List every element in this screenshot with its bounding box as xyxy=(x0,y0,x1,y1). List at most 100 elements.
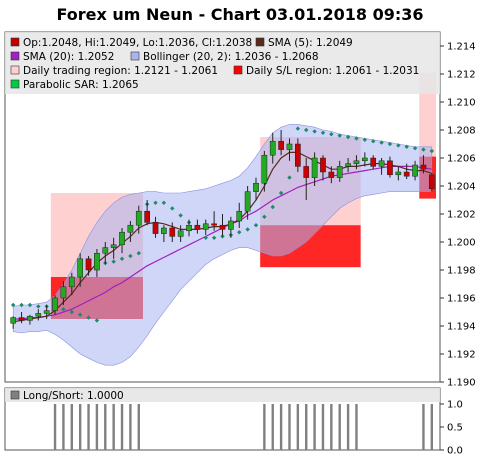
sar-dot xyxy=(245,227,250,232)
sar-dot xyxy=(371,139,376,144)
candle-body xyxy=(345,163,351,167)
candle-body xyxy=(303,166,310,178)
sar-dot xyxy=(153,200,158,205)
candle-body xyxy=(428,174,435,190)
lower-y-axis: 0.0 0.5 1.0 xyxy=(440,400,463,457)
sar-dot xyxy=(404,144,409,149)
y-tick-label: 1.202 xyxy=(447,210,476,221)
sar-dot xyxy=(94,318,100,323)
legend: Op:1.2048, Hi:1.2049, Lo:1.2036, Cl:1.20… xyxy=(10,37,419,91)
long-short-bar xyxy=(70,404,73,450)
sar-dot xyxy=(86,315,91,320)
candle-body xyxy=(43,310,50,314)
sar-dot xyxy=(337,133,342,138)
sar-dot xyxy=(19,302,24,308)
candle-body xyxy=(278,140,284,150)
chart-title: Forex um Neun - Chart 03.01.2018 09:36 xyxy=(56,5,423,24)
candle-body xyxy=(177,230,184,237)
sar-dot xyxy=(136,251,141,256)
y-tick-label: 1.208 xyxy=(447,126,476,137)
y-tick-label: 1.200 xyxy=(447,238,476,249)
long-short-bar xyxy=(112,404,115,450)
sar-dot xyxy=(61,307,66,312)
lower-legend-background xyxy=(5,388,440,402)
sar-dot xyxy=(77,312,83,317)
sar-dot xyxy=(287,175,292,180)
y-tick-label: 1.212 xyxy=(447,70,476,81)
candle-body xyxy=(144,210,150,223)
long-short-bar xyxy=(355,404,358,450)
sar-dot xyxy=(253,223,259,228)
long-short-bar xyxy=(288,404,291,450)
candle-body xyxy=(77,258,84,278)
long-short-bar xyxy=(330,404,333,450)
long-short-bar xyxy=(104,404,107,450)
candle-body xyxy=(219,224,226,230)
long-short-bars xyxy=(53,404,434,450)
candle-body xyxy=(387,160,393,176)
sar-dot xyxy=(128,253,133,259)
sar-dot xyxy=(329,132,334,137)
sar-dot xyxy=(379,140,384,145)
candle-body xyxy=(110,244,117,248)
candle-body xyxy=(336,166,343,178)
sar-dot xyxy=(27,302,33,308)
y-tick-label: 1.210 xyxy=(447,98,476,109)
y-tick-label: 1.206 xyxy=(447,154,476,165)
candle-body xyxy=(194,224,201,230)
sar-dot xyxy=(396,143,401,148)
long-short-bar xyxy=(87,404,90,450)
long-short-panel: Long/Short: 1.0000 0.0 0.5 1.0 xyxy=(4,387,463,457)
sar-dot xyxy=(295,126,301,131)
y-tick-label: 1.214 xyxy=(447,42,476,53)
candle-body xyxy=(328,171,335,178)
candle-body xyxy=(286,143,293,150)
candle-body xyxy=(361,157,368,162)
main-panel: 1.190 1.192 1.194 1.196 1.198 1.200 1.202 1.204… xyxy=(4,31,476,389)
sar-dot xyxy=(111,259,116,264)
long-short-bar xyxy=(78,404,82,450)
candle-body xyxy=(395,171,402,176)
sar-dot xyxy=(10,302,16,308)
candle-body xyxy=(52,297,58,311)
sar-dot xyxy=(387,141,393,147)
sar-dot xyxy=(270,204,275,210)
long-short-bar xyxy=(430,404,434,450)
y-tick-label: 1.192 xyxy=(447,350,476,361)
long-short-bar xyxy=(263,404,266,450)
sar-dot xyxy=(320,130,326,135)
y-tick-label: 1.196 xyxy=(447,294,476,305)
candle-body xyxy=(202,223,209,230)
sar-dot xyxy=(278,190,284,196)
candle-body xyxy=(320,157,326,173)
long-short-bar xyxy=(346,404,350,450)
long-short-bar xyxy=(321,404,325,450)
candle-body xyxy=(27,315,33,321)
sar-dot xyxy=(429,148,435,154)
long-short-bar xyxy=(422,404,425,450)
candle-body xyxy=(161,227,167,234)
long-short-bar xyxy=(120,404,124,450)
legend-trading-region: Daily trading region: 1.2121 - 1.2061 xyxy=(23,65,218,77)
candle-body xyxy=(18,317,25,321)
candle-body xyxy=(295,143,301,167)
legend-sar: Parabolic SAR: 1.2065 xyxy=(23,79,139,91)
candle-body xyxy=(152,222,159,234)
long-short-bar xyxy=(296,404,300,450)
candle-body xyxy=(253,182,259,192)
legend-sma20: SMA (20): 1.2052 xyxy=(23,51,114,63)
long-short-bar xyxy=(305,404,308,450)
sar-dot xyxy=(362,137,368,142)
candle-body xyxy=(35,313,42,317)
long-short-bar xyxy=(313,404,316,450)
sar-dot xyxy=(178,213,183,218)
candle-body xyxy=(353,160,360,164)
long-short-bar xyxy=(53,404,57,450)
candle-body xyxy=(119,231,125,246)
legend-swatch-ohlc xyxy=(10,37,20,47)
sar-dot xyxy=(312,129,317,134)
main-y-axis: 1.190 1.192 1.194 1.196 1.198 1.200 1.202 1.204… xyxy=(440,42,476,389)
candle-body xyxy=(211,223,217,226)
